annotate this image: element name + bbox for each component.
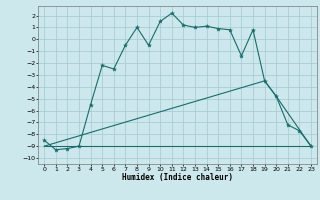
X-axis label: Humidex (Indice chaleur): Humidex (Indice chaleur) [122,173,233,182]
